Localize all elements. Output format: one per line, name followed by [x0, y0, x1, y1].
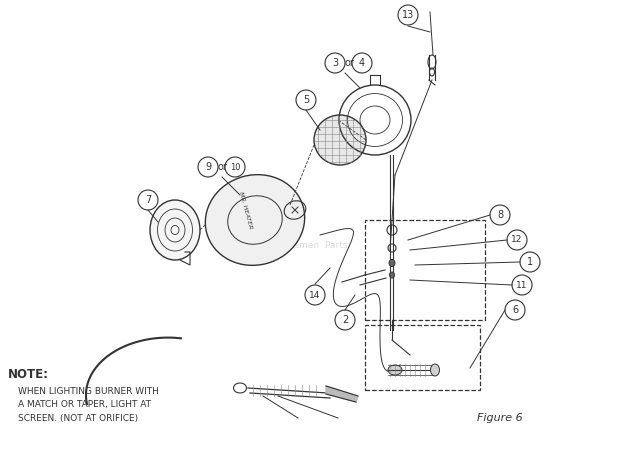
Text: 8: 8	[497, 210, 503, 220]
Ellipse shape	[389, 260, 395, 266]
Text: SCREEN. (NOT AT ORIFICE): SCREEN. (NOT AT ORIFICE)	[18, 414, 138, 423]
Ellipse shape	[388, 365, 402, 375]
Text: 7: 7	[145, 195, 151, 205]
Text: MR. HEATER: MR. HEATER	[237, 191, 252, 229]
Text: 12: 12	[512, 236, 523, 245]
Ellipse shape	[205, 175, 304, 265]
Text: 2: 2	[342, 315, 348, 325]
Text: 4: 4	[359, 58, 365, 68]
Text: 1: 1	[527, 257, 533, 267]
Text: Figure 6: Figure 6	[477, 413, 523, 423]
Text: 6: 6	[512, 305, 518, 315]
Bar	[365, 220, 485, 320]
Text: or: or	[344, 58, 354, 68]
Ellipse shape	[430, 364, 440, 376]
Ellipse shape	[389, 272, 394, 278]
Text: A MATCH OR TAPER, LIGHT AT: A MATCH OR TAPER, LIGHT AT	[18, 400, 151, 410]
Text: 10: 10	[230, 163, 241, 172]
Text: 14: 14	[309, 291, 321, 300]
Text: NOTE:: NOTE:	[8, 369, 49, 381]
Ellipse shape	[314, 115, 366, 165]
Text: eplacemen  Parts.: eplacemen Parts.	[269, 241, 351, 250]
Polygon shape	[326, 386, 358, 402]
Text: or: or	[217, 162, 227, 172]
Bar	[365, 325, 480, 390]
Text: 9: 9	[205, 162, 211, 172]
Text: 3: 3	[332, 58, 338, 68]
Text: 11: 11	[516, 281, 528, 290]
Text: WHEN LIGHTING BURNER WITH: WHEN LIGHTING BURNER WITH	[18, 388, 159, 396]
Text: 13: 13	[402, 10, 414, 20]
Ellipse shape	[150, 200, 200, 260]
Text: 5: 5	[303, 95, 309, 105]
